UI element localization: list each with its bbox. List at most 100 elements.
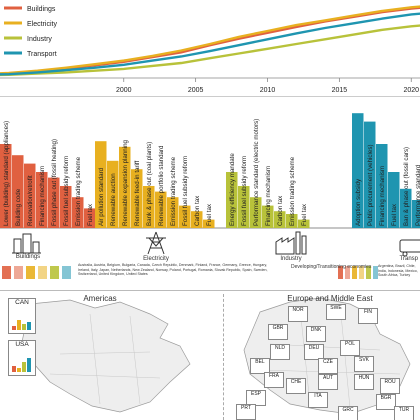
sector-label-electricity: Electricity xyxy=(143,256,169,262)
bar-electricity xyxy=(107,160,119,228)
developing-group-label: Developing/Transitioning economies xyxy=(291,264,372,270)
bar-label: Fuel tax xyxy=(87,203,94,226)
bar-transport xyxy=(364,121,376,228)
bar-label: Fuel tax xyxy=(206,203,213,226)
mini-bar-electricity xyxy=(17,320,21,330)
mini-bar-industry xyxy=(22,362,26,372)
bar-label: Renewable portfolio standard xyxy=(158,145,165,226)
country-box-aut: AUT xyxy=(318,374,338,390)
sector-label-buildings: Buildings xyxy=(16,254,40,260)
country-box-bgr: BGR xyxy=(376,394,396,410)
truck-icon xyxy=(399,239,420,257)
bar-buildings xyxy=(36,172,48,228)
bar-buildings xyxy=(60,186,72,228)
bar-chart: Lower (building) standard (appliances) Bu… xyxy=(0,96,420,229)
bar-industry xyxy=(238,186,250,228)
country-box-nld: NLD xyxy=(270,344,290,360)
bar-industry xyxy=(262,205,274,228)
bar-industry xyxy=(274,211,286,228)
americas-map-shapes xyxy=(21,299,191,413)
bar-label: Fossil phase out (fossil heating) xyxy=(51,139,58,226)
legend-label-transport: Transport xyxy=(27,51,57,58)
legend-label-electricity: Electricity xyxy=(27,21,57,28)
bar-industry xyxy=(250,197,262,228)
country-box-ita: ITA xyxy=(308,392,328,408)
mini-bar-buildings xyxy=(12,326,16,330)
bar-electricity xyxy=(191,211,203,228)
bar-electricity xyxy=(95,141,107,228)
bar-transport xyxy=(388,172,400,228)
country-box-pol: POL xyxy=(340,340,360,356)
swatch-buildings xyxy=(2,266,11,279)
bar-label: Renewable expansion planning xyxy=(122,139,129,226)
country-box-deu: DEU xyxy=(304,344,324,360)
bar-label: Fossil fuel subsidy reform xyxy=(63,156,70,226)
map-title-europe: Europe and Middle East xyxy=(287,294,373,303)
country-box-bel: BEL xyxy=(250,358,270,374)
country-box-gbr: GBR xyxy=(268,324,288,340)
bar-label: Emission trading scheme xyxy=(170,156,177,226)
bar-label: Financing mechanism xyxy=(379,166,386,226)
legend-label-buildings: Buildings xyxy=(27,6,56,13)
bar-buildings xyxy=(0,144,12,228)
bar-industry xyxy=(286,214,298,228)
bar-label: Carbon tax xyxy=(277,195,284,226)
country-box-fin: FIN xyxy=(358,308,378,324)
country-box-nor: NOR xyxy=(288,306,308,322)
legend-label-industry: Industry xyxy=(27,36,52,43)
americas-map: Americas CAN USA xyxy=(0,294,224,420)
map-borders xyxy=(49,313,161,405)
country-box-esp: ESP xyxy=(246,390,266,406)
country-box-svk: SVK xyxy=(354,356,374,372)
country-box-cze: CZE xyxy=(318,358,338,374)
legend: Buildings Electricity Industry Transport xyxy=(4,6,57,58)
swatch-transport xyxy=(62,266,71,279)
bar-label: Ban & phase out (fossil cars) xyxy=(403,147,410,226)
mini-bar-industry xyxy=(22,324,26,330)
swatch-buildings xyxy=(14,266,23,279)
map-title-americas: Americas xyxy=(83,294,117,303)
bar-buildings xyxy=(24,163,36,228)
swatch-electricity xyxy=(38,266,47,279)
x-tick-label: 2005 xyxy=(188,87,204,94)
country-box-dnk: DNK xyxy=(306,326,326,342)
bar-label: Fuel tax xyxy=(391,203,398,226)
bar-buildings xyxy=(12,155,24,228)
swatch-buildings xyxy=(345,266,350,279)
country-box-tur: TUR xyxy=(394,406,414,420)
series-line-buildings xyxy=(0,6,420,76)
line-chart: 2000 2005 2010 2015 2020 Buildings Electricit… xyxy=(0,5,420,94)
swatch-electricity xyxy=(359,266,364,279)
x-tick-label: 2020 xyxy=(403,87,419,94)
swatches-developing xyxy=(338,266,378,279)
swatch-industry xyxy=(366,266,371,279)
swatch-transport xyxy=(373,266,378,279)
bar-label: Lower (building) standard (appliances) xyxy=(3,121,10,226)
country-box-fra: FRA xyxy=(264,372,284,388)
mini-bar-buildings xyxy=(12,366,16,372)
country-code-can: CAN xyxy=(15,299,29,306)
sector-label-transport: Transp xyxy=(400,256,419,262)
developed-countries-list: Australia, Austria, Belgium, Bulgaria, C… xyxy=(78,263,268,277)
building-icon xyxy=(12,233,41,254)
swatch-industry xyxy=(50,266,59,279)
series-line-electricity xyxy=(0,5,420,75)
country-box-che: CHE xyxy=(286,378,306,394)
bar-label: Renovation/retrofit xyxy=(27,175,34,226)
developing-countries-list: Argentina, Brazil, Chile, India, Indones… xyxy=(378,264,418,278)
bar-label: Adoption subsidy xyxy=(355,178,362,226)
bar-buildings xyxy=(48,177,60,228)
bar-electricity xyxy=(119,146,131,228)
bar-transport xyxy=(412,200,420,228)
x-tick-label: 2015 xyxy=(332,87,348,94)
mini-bar-electricity xyxy=(17,368,21,372)
series-line-industry xyxy=(0,24,420,77)
north-america-landmass xyxy=(21,299,191,413)
bar-label: Financing mechanism xyxy=(39,166,46,226)
bar-electricity xyxy=(131,169,143,228)
bar-transport xyxy=(376,144,388,228)
bar-label: Emission trading scheme xyxy=(75,156,82,226)
swatch-electricity xyxy=(352,266,357,279)
bar-label: Performance standard xyxy=(415,164,420,226)
bar-label: Carbon tax xyxy=(194,195,201,226)
